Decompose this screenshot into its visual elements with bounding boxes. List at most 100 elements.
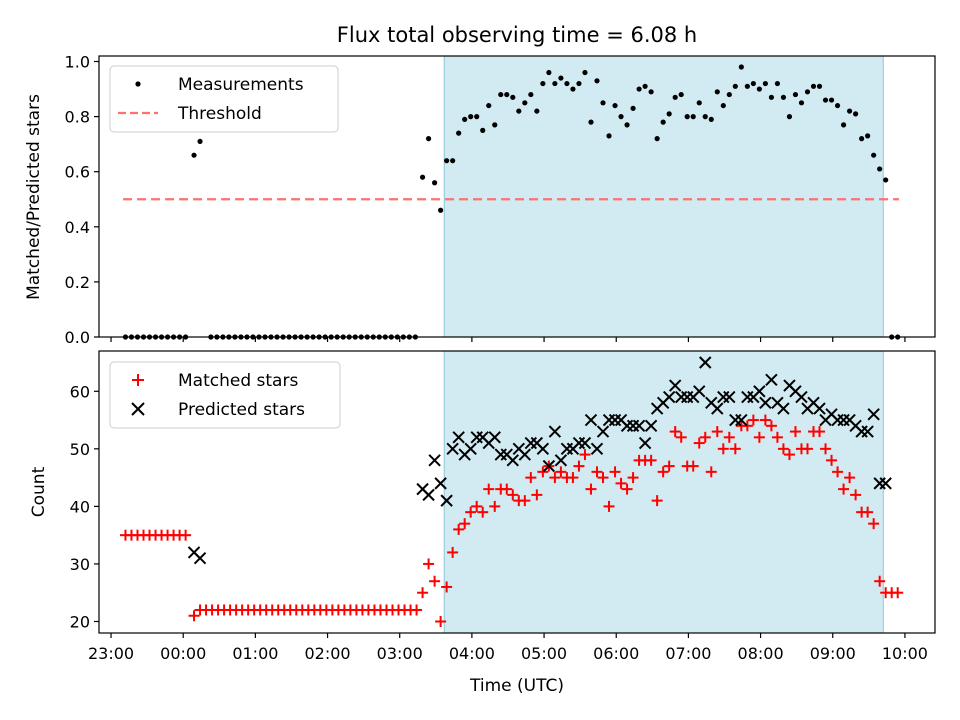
matched-stars-point — [753, 431, 765, 443]
matched-stars-point — [453, 523, 465, 535]
x-tick-label: 23:00 — [88, 644, 134, 663]
predicted-stars-point — [813, 402, 826, 415]
matched-stars-point — [705, 466, 717, 478]
measurement-point — [859, 136, 865, 142]
predicted-stars-point — [596, 425, 610, 438]
chart-title: Flux total observing time = 6.08 h — [337, 23, 697, 47]
top-panel-marks — [122, 64, 901, 340]
matched-stars-point — [525, 472, 537, 484]
x-tick-label: 10:00 — [882, 644, 928, 663]
matched-stars-point — [603, 500, 615, 512]
matched-stars-point — [441, 581, 453, 593]
measurement-point — [432, 180, 438, 186]
predicted-stars-point — [759, 396, 772, 410]
measurement-point — [558, 75, 564, 81]
measurement-point — [444, 158, 450, 164]
predicted-stars-point — [428, 454, 441, 467]
measurement-point — [516, 108, 522, 114]
measurement-point — [468, 114, 474, 120]
matched-stars-point — [657, 466, 669, 478]
predicted-stars-point — [542, 459, 556, 473]
top-panel-frame — [98, 55, 936, 338]
measurement-point — [666, 111, 672, 117]
x-tick-label: 01:00 — [232, 644, 278, 663]
matched-stars-point — [609, 466, 621, 478]
measurement-point — [780, 94, 787, 100]
measurement-point — [642, 83, 648, 89]
y-tick-label: 20 — [70, 612, 90, 631]
y-tick-label: 40 — [70, 497, 90, 516]
measurement-point — [720, 102, 726, 109]
matched-stars-point — [645, 454, 657, 466]
x-axis-label: Time (UTC) — [469, 676, 564, 696]
measurement-point — [702, 114, 708, 120]
bottom-y-axis-label: Count — [29, 466, 49, 517]
measurement-point — [636, 86, 642, 92]
measurement-point — [684, 114, 690, 120]
matched-stars-point — [711, 426, 723, 438]
bottom-panel-x-axis: 23:00 00:00 01:00 02:00 03:00 04:00 05:00 06:00… — [88, 633, 928, 663]
matched-stars-point — [459, 518, 471, 530]
legend-matched-plus-icon — [132, 374, 144, 386]
legend-predicted-label: Predicted stars — [178, 400, 305, 420]
predicted-stars-point — [711, 402, 724, 415]
predicted-stars-point — [440, 494, 453, 507]
measurement-point — [654, 136, 660, 142]
measurement-point — [877, 166, 883, 172]
matched-stars-point — [579, 449, 591, 461]
measurement-point — [425, 136, 432, 142]
y-tick-label: 0.6 — [65, 163, 90, 182]
measurement-point — [528, 91, 534, 98]
measurement-point — [630, 105, 636, 111]
x-tick-label: 06:00 — [593, 644, 639, 663]
legend-measurements-label: Measurements — [178, 75, 304, 95]
matched-stars-point — [669, 426, 681, 438]
measurement-point — [714, 89, 720, 95]
measurement-point — [600, 100, 606, 106]
predicted-stars-point — [644, 419, 658, 433]
measurement-point — [197, 138, 203, 145]
predicted-stars-point — [578, 436, 592, 450]
measurement-point — [648, 89, 654, 95]
matched-stars-point — [789, 426, 801, 438]
bottom-legend: Matched stars Predicted stars — [109, 361, 341, 429]
predicted-stars-point — [488, 431, 501, 444]
y-tick-label: 0.8 — [65, 108, 90, 127]
matched-stars-point — [826, 454, 838, 466]
legend-matched-label: Matched stars — [178, 371, 298, 391]
matched-stars-point — [465, 506, 477, 518]
measurement-point — [828, 97, 835, 103]
measurement-point — [768, 94, 775, 100]
measurement-point — [732, 83, 738, 89]
measurement-point — [798, 100, 805, 106]
measurement-point — [419, 174, 426, 180]
measurement-point — [865, 133, 871, 139]
top-panel-y-axis: 0.0 0.2 0.4 0.6 0.8 1.0 — [65, 53, 99, 347]
measurement-point — [738, 64, 744, 70]
matched-stars-point — [651, 495, 663, 507]
measurement-point — [756, 86, 762, 92]
matched-stars-point — [489, 500, 501, 512]
predicted-stars-point — [735, 413, 748, 427]
matched-stars-point — [765, 420, 777, 432]
matched-stars-point — [783, 449, 795, 461]
measurement-point — [804, 89, 811, 95]
measurement-point — [624, 122, 630, 128]
measurement-point — [750, 80, 756, 87]
matched-stars-point — [411, 604, 423, 616]
matched-stars-point — [188, 610, 200, 622]
matched-stars-point — [627, 472, 639, 484]
x-tick-label: 00:00 — [160, 644, 206, 663]
measurement-point — [786, 114, 793, 120]
bottom-panel-marks — [119, 356, 904, 627]
legend-measurements-dot-icon — [135, 81, 141, 87]
measurement-point — [486, 102, 492, 109]
measurement-point — [438, 207, 444, 213]
measurement-point — [540, 80, 546, 87]
matched-stars-point — [777, 443, 789, 455]
measurement-point — [498, 91, 504, 98]
y-tick-label: 0.0 — [65, 328, 90, 347]
measurement-point — [606, 133, 612, 139]
predicted-stars-point — [662, 390, 676, 404]
matched-stars-point — [741, 420, 753, 432]
